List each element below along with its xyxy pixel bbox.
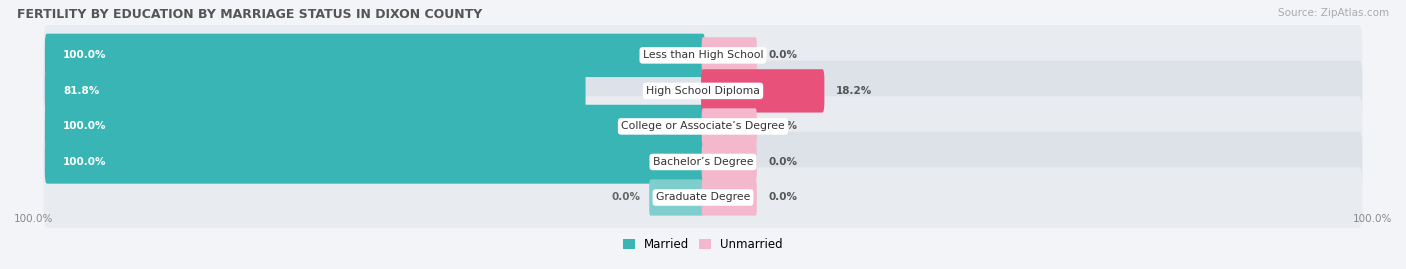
- Text: Bachelor’s Degree: Bachelor’s Degree: [652, 157, 754, 167]
- FancyBboxPatch shape: [45, 105, 704, 148]
- FancyBboxPatch shape: [45, 140, 704, 184]
- FancyBboxPatch shape: [45, 69, 585, 112]
- Text: 100.0%: 100.0%: [63, 121, 107, 132]
- Text: 100.0%: 100.0%: [14, 214, 53, 224]
- FancyBboxPatch shape: [44, 132, 1362, 192]
- Text: 100.0%: 100.0%: [1353, 214, 1392, 224]
- Text: 0.0%: 0.0%: [769, 121, 797, 132]
- Text: Source: ZipAtlas.com: Source: ZipAtlas.com: [1278, 8, 1389, 18]
- Text: High School Diploma: High School Diploma: [647, 86, 759, 96]
- FancyBboxPatch shape: [702, 69, 824, 112]
- Text: 0.0%: 0.0%: [769, 193, 797, 203]
- FancyBboxPatch shape: [44, 167, 1362, 228]
- Text: College or Associate’s Degree: College or Associate’s Degree: [621, 121, 785, 132]
- FancyBboxPatch shape: [702, 108, 756, 144]
- FancyBboxPatch shape: [44, 96, 1362, 157]
- Text: 0.0%: 0.0%: [769, 157, 797, 167]
- Text: 18.2%: 18.2%: [835, 86, 872, 96]
- FancyBboxPatch shape: [650, 179, 704, 216]
- Text: FERTILITY BY EDUCATION BY MARRIAGE STATUS IN DIXON COUNTY: FERTILITY BY EDUCATION BY MARRIAGE STATU…: [17, 8, 482, 21]
- FancyBboxPatch shape: [44, 25, 1362, 86]
- FancyBboxPatch shape: [702, 179, 756, 216]
- FancyBboxPatch shape: [702, 37, 756, 73]
- Text: 0.0%: 0.0%: [769, 50, 797, 60]
- FancyBboxPatch shape: [702, 144, 756, 180]
- Text: Graduate Degree: Graduate Degree: [655, 193, 751, 203]
- Text: 0.0%: 0.0%: [612, 193, 641, 203]
- Text: 100.0%: 100.0%: [63, 50, 107, 60]
- Legend: Married, Unmarried: Married, Unmarried: [619, 234, 787, 256]
- FancyBboxPatch shape: [45, 34, 704, 77]
- FancyBboxPatch shape: [44, 61, 1362, 121]
- Text: 81.8%: 81.8%: [63, 86, 100, 96]
- Text: 100.0%: 100.0%: [63, 157, 107, 167]
- Text: Less than High School: Less than High School: [643, 50, 763, 60]
